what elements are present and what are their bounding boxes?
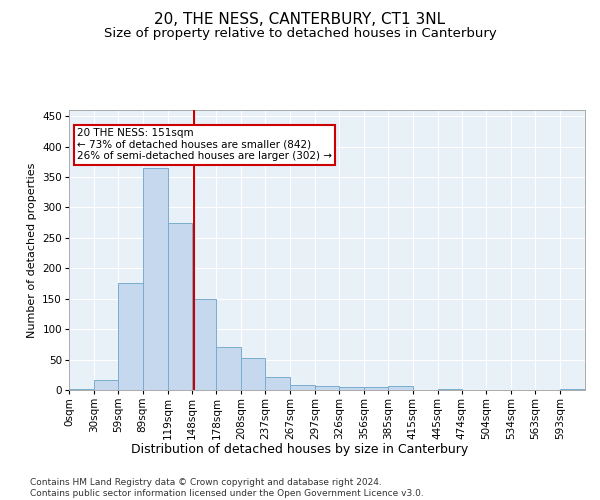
Bar bbox=[143, 168, 167, 390]
Bar bbox=[191, 298, 217, 390]
Text: Contains HM Land Registry data © Crown copyright and database right 2024.
Contai: Contains HM Land Registry data © Crown c… bbox=[30, 478, 424, 498]
Bar bbox=[94, 380, 118, 390]
Text: 20, THE NESS, CANTERBURY, CT1 3NL: 20, THE NESS, CANTERBURY, CT1 3NL bbox=[154, 12, 446, 28]
Bar bbox=[364, 387, 388, 390]
Bar bbox=[290, 384, 315, 390]
Bar bbox=[560, 389, 585, 390]
Bar bbox=[315, 386, 339, 390]
Bar bbox=[339, 387, 364, 390]
Bar bbox=[217, 348, 241, 390]
Bar bbox=[241, 358, 265, 390]
Bar bbox=[118, 284, 143, 390]
Bar bbox=[167, 222, 191, 390]
Bar bbox=[437, 389, 461, 390]
Text: Size of property relative to detached houses in Canterbury: Size of property relative to detached ho… bbox=[104, 28, 496, 40]
Bar bbox=[69, 389, 94, 390]
Text: 20 THE NESS: 151sqm
← 73% of detached houses are smaller (842)
26% of semi-detac: 20 THE NESS: 151sqm ← 73% of detached ho… bbox=[77, 128, 332, 162]
Bar bbox=[265, 376, 290, 390]
Text: Distribution of detached houses by size in Canterbury: Distribution of detached houses by size … bbox=[131, 442, 469, 456]
Bar bbox=[388, 386, 413, 390]
Y-axis label: Number of detached properties: Number of detached properties bbox=[27, 162, 37, 338]
